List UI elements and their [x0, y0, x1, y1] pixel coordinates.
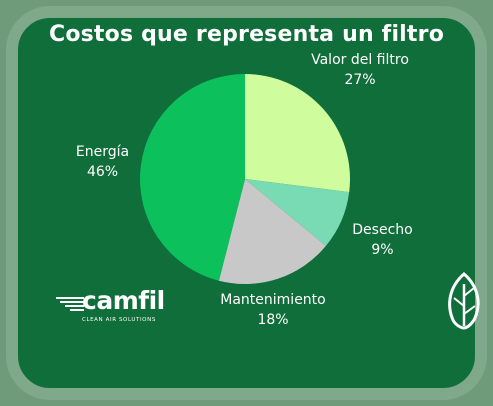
- pie-slice-desecho: [245, 179, 350, 246]
- slice-label-mantenimiento: Mantenimiento 18%: [208, 290, 338, 330]
- pie-slice-mantenimiento: [218, 179, 326, 284]
- slice-label-valor: Valor del filtro 27%: [300, 50, 420, 90]
- slice-label-energia: Energía 46%: [60, 142, 145, 182]
- slice-label-desecho: Desecho 9%: [335, 220, 430, 260]
- slice-name-mantenimiento: Mantenimiento: [220, 292, 326, 308]
- slice-percent-desecho: 9%: [371, 242, 394, 258]
- slice-percent-mantenimiento: 18%: [257, 312, 289, 328]
- pie-slice-energ-a: [140, 74, 245, 281]
- slice-name-valor: Valor del filtro: [311, 52, 409, 68]
- camfil-wordmark: camfil: [82, 286, 165, 315]
- slice-name-energia: Energía: [75, 144, 130, 160]
- leaf-icon: [448, 272, 480, 330]
- camfil-tagline: CLEAN AIR SOLUTIONS: [82, 317, 156, 323]
- slice-name-desecho: Desecho: [352, 222, 413, 238]
- camfil-logo: camfil CLEAN AIR SOLUTIONS: [56, 286, 176, 328]
- pie-slice-valor-del-filtro: [245, 74, 351, 193]
- chart-title: Costos que representa un filtro: [48, 22, 445, 47]
- slice-percent-energia: 46%: [86, 164, 119, 180]
- camfil-swoosh-icon: [56, 297, 84, 311]
- slice-percent-valor: 27%: [344, 72, 376, 88]
